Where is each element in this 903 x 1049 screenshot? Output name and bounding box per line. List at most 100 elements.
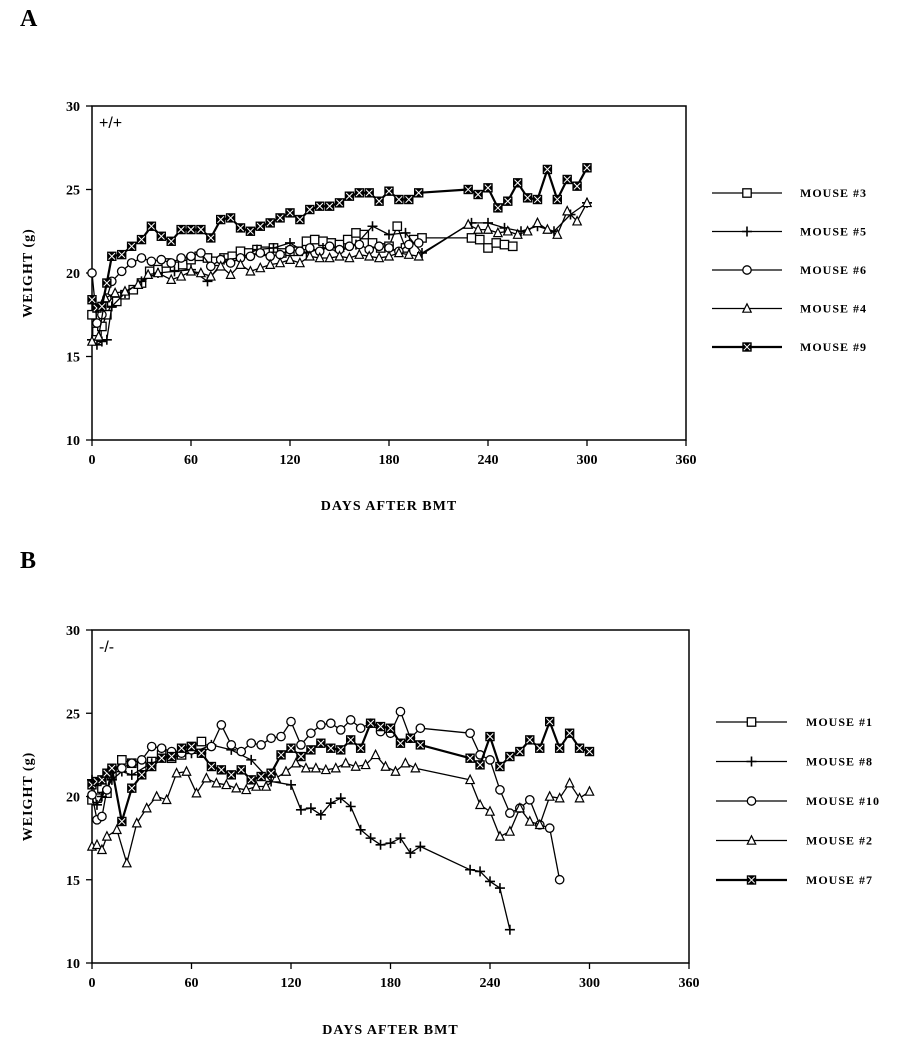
panel-a-letter: A xyxy=(20,6,38,32)
chart-b-series-2-point xyxy=(415,723,426,734)
chart-a-series-3-point xyxy=(235,258,246,269)
chart-a-series-4-point-x xyxy=(306,205,314,214)
chart-a-series-3-point xyxy=(119,285,131,296)
chart-a-series-2-point xyxy=(354,239,365,250)
chart-b-series-3-point xyxy=(201,772,212,783)
chart-a-series-2-point xyxy=(413,238,424,248)
chart-a-legend-label: MOUSE #4 xyxy=(800,302,867,316)
chart-b-series-2-point xyxy=(246,738,257,749)
chart-b-legend-item-1: MOUSE #8 xyxy=(716,755,873,769)
chart-a-series-4-point-x xyxy=(514,179,522,187)
chart-a-legend-item-3: MOUSE #4 xyxy=(712,302,867,316)
chart-b-legend-item-4: MOUSE #7 xyxy=(716,873,872,887)
chart-b-series-1-point xyxy=(106,774,117,785)
chart-b-series-3-point xyxy=(574,792,585,803)
chart-b-series-1-point xyxy=(335,793,346,804)
chart-b-series-2-point xyxy=(97,811,107,822)
chart-a-legend-item-0: MOUSE #3 xyxy=(712,186,866,200)
chart-b-series-3-point xyxy=(330,762,341,773)
chart-a-series-3-point xyxy=(109,286,121,298)
chart-a-legend-item-2: MOUSE #6 xyxy=(712,263,866,277)
chart-b-ytick-label: 15 xyxy=(66,874,80,889)
chart-b-series-4-point-x xyxy=(237,766,245,774)
chart-b-series-3 xyxy=(86,748,595,868)
chart-b-series-1-point xyxy=(305,803,316,814)
chart-a-series-1-point xyxy=(106,301,117,312)
chart-b-series-4-point-x xyxy=(207,762,215,771)
chart-b-series-3-point xyxy=(241,783,252,795)
chart-a-series-1-point xyxy=(268,242,279,253)
chart-b-series-2-point xyxy=(524,794,535,805)
chart-b-series-2-point xyxy=(315,720,326,730)
chart-a-series-4-line xyxy=(91,167,588,310)
chart-a-series-3-point xyxy=(215,260,226,271)
chart-a-series-1-point xyxy=(101,334,112,345)
chart-b-ytick-label: 30 xyxy=(66,624,80,639)
chart-a-series-1-point xyxy=(169,266,180,277)
chart-b-ytick-label: 20 xyxy=(66,791,80,806)
chart-b-series-3-line xyxy=(91,754,590,864)
chart-a-series-1-point xyxy=(400,227,411,238)
chart-a-series-3-point xyxy=(463,218,474,229)
chart-b-series-4-point-x xyxy=(277,751,285,759)
chart-a-series-1-point xyxy=(384,229,394,240)
chart-b-series-3-point xyxy=(474,798,486,810)
chart-a-series-3-point xyxy=(133,278,144,289)
chart-b-series-4-point-x xyxy=(168,752,176,761)
chart-b-series-3-point xyxy=(370,748,381,760)
chart-a-series-2-point xyxy=(285,244,295,255)
chart-b-series-3-point xyxy=(231,782,242,793)
chart-a-series-4-point-x xyxy=(197,226,205,234)
chart-b-legend-label: MOUSE #8 xyxy=(806,755,873,769)
chart-a-series-3-point xyxy=(522,225,533,236)
chart-b-series-4-point-x xyxy=(297,752,305,761)
chart-b-series-1-point xyxy=(494,883,505,894)
chart-b-series-3-point xyxy=(221,778,232,790)
chart-a-series-4-point-x xyxy=(335,199,344,207)
chart-b-series-4-point-x xyxy=(486,733,494,741)
chart-b-legend-marker xyxy=(746,756,757,767)
chart-a-series-4-point-x xyxy=(494,204,502,212)
chart-b-series-2-point xyxy=(306,728,316,739)
chart-b-series-4-point-x xyxy=(177,744,186,752)
chart-b-series-4-point-x xyxy=(148,762,156,771)
chart-b-series-3-point xyxy=(554,792,565,803)
chart-b-series-4-point-x xyxy=(217,766,225,774)
chart-a-legend-marker xyxy=(742,226,752,237)
chart-b-series-4-point-x xyxy=(247,776,255,784)
chart-b-series-4-point-x xyxy=(575,744,584,752)
chart-b-series-1-point xyxy=(475,866,486,877)
chart-a-series-4-point-x xyxy=(365,189,373,197)
chart-b-series-4-point-x xyxy=(347,736,355,744)
chart-a-series-0-point xyxy=(483,243,493,253)
chart-a-series-3-point xyxy=(571,215,583,226)
chart-a-series-3-point xyxy=(354,248,365,259)
chart-b-series-3-point xyxy=(340,757,351,768)
chart-b-legend-item-2: MOUSE #10 xyxy=(716,794,879,808)
chart-b-series-2-point xyxy=(296,740,306,750)
chart-b-ytick-label: 10 xyxy=(66,957,80,972)
chart-b-series-0-point xyxy=(196,736,207,747)
chart-b-series-2-point xyxy=(505,808,515,819)
chart-a-series-4-point-x xyxy=(227,214,235,222)
chart-b-xtick-label: 120 xyxy=(281,976,302,991)
chart-a-series-3-point xyxy=(245,265,256,276)
chart-b-series-2-point xyxy=(286,716,296,727)
chart-b-series-4 xyxy=(87,716,595,827)
chart-b-series-3-point xyxy=(280,765,292,776)
chart-b-series-3-point xyxy=(410,762,421,773)
chart-a-series-3-point xyxy=(175,270,187,281)
chart-b-series-3-point xyxy=(320,763,331,775)
chart-a-xtick-label: 300 xyxy=(577,453,598,468)
chart-b-legend-marker xyxy=(746,796,757,806)
chart-b-series-1-point xyxy=(345,801,356,812)
chart-b-series-3-point xyxy=(260,780,272,791)
chart-b-series-4-point-x xyxy=(287,744,295,752)
chart-a-series-3-point xyxy=(142,268,154,279)
chart-a-series-3-point xyxy=(324,251,335,263)
chart-a-series-2-point xyxy=(87,268,97,278)
chart-a-series-3-point xyxy=(472,223,484,234)
chart-a-series-3-point xyxy=(482,223,494,234)
chart-b-series-2-point xyxy=(236,746,247,757)
